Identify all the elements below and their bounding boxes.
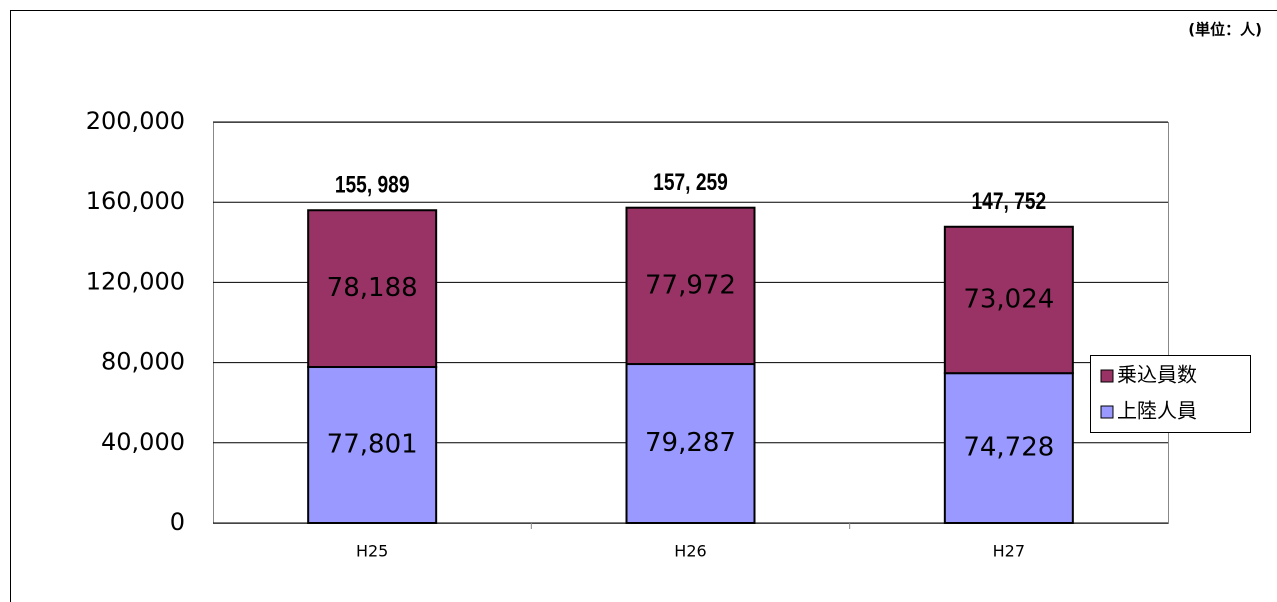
value-label: 77,972	[645, 270, 736, 300]
bar-segment	[625, 363, 756, 524]
y-tick-label: 80,000	[101, 348, 185, 376]
legend-swatch	[1100, 405, 1114, 419]
value-label: 73,024	[963, 284, 1054, 314]
legend-box	[1090, 355, 1251, 433]
legend-swatch	[1100, 369, 1114, 383]
total-label: 155, 989	[335, 170, 410, 198]
value-label: 78,188	[327, 273, 418, 303]
y-tick-label: 0	[170, 508, 185, 536]
frame	[10, 10, 1277, 602]
bar-segment	[307, 209, 438, 369]
bar-segment	[943, 225, 1074, 375]
x-tick-label: H27	[993, 542, 1025, 561]
legend-label: 上陸人員	[1117, 399, 1197, 423]
bar-segment	[625, 206, 756, 366]
unit-note: (単位：人)	[1188, 21, 1262, 39]
value-label: 77,801	[327, 430, 418, 460]
x-tick-label: H25	[356, 542, 388, 561]
legend-label: 乗込員数	[1117, 363, 1197, 387]
y-tick-label: 120,000	[86, 267, 185, 295]
value-label: 74,728	[963, 433, 1054, 463]
y-tick-label: 160,000	[86, 187, 185, 215]
y-tick-label: 40,000	[101, 428, 185, 456]
y-tick-label: 200,000	[86, 107, 185, 135]
x-tick-label: H26	[674, 542, 706, 561]
total-label: 157, 259	[653, 168, 728, 196]
bar-segment	[943, 372, 1074, 524]
total-label: 147, 752	[971, 187, 1046, 215]
value-label: 79,287	[645, 428, 736, 458]
